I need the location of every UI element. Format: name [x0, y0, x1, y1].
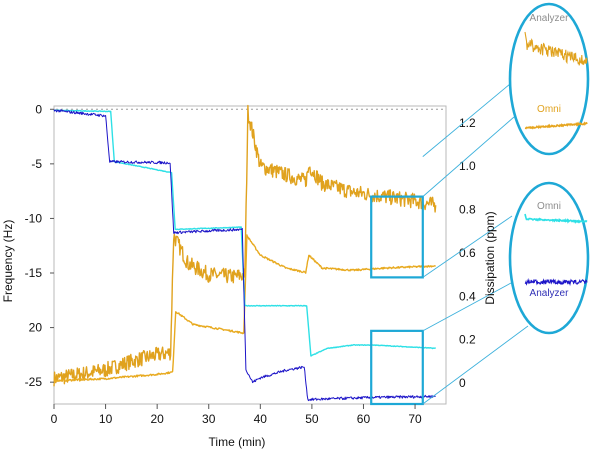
inset-label: Analyzer: [530, 288, 570, 299]
connector-layer: [422, 83, 529, 405]
zoom-connector-line: [422, 325, 529, 405]
left-tick-label: 0: [35, 102, 42, 116]
left-tick-label: -5: [31, 157, 42, 171]
right-tick-label: 0.6: [459, 246, 476, 260]
right-tick-label: 0.8: [459, 203, 476, 217]
x-tick-label: 60: [357, 412, 371, 426]
left-tick-label: -15: [25, 266, 43, 280]
inset-label: Analyzer: [530, 13, 570, 24]
right-tick-label: 0: [459, 376, 466, 390]
zoom-inset-1: Analyzer Omni: [508, 2, 590, 156]
plot-frame: [53, 105, 447, 405]
inset-trace: [524, 31, 588, 66]
zoom-connector-line: [422, 215, 513, 278]
zoom-inset-2: Omni Analyzer: [508, 181, 590, 335]
highlight-layer: [370, 195, 424, 406]
inset-trace: [524, 213, 588, 224]
right-tick-label: 0.2: [459, 333, 476, 347]
right-tick-label: 1.0: [459, 159, 476, 173]
inset-label: Omni: [537, 104, 561, 115]
x-tick-label: 20: [150, 412, 164, 426]
x-tick-label: 40: [254, 412, 268, 426]
axes-layer: 0 10 20 30 40 50 60 70 0 -5 -10 -15 20 -25 1.2 1.0 0.8 0.…: [25, 102, 476, 426]
inset-layer: Analyzer Omni Omni Analyzer: [508, 2, 590, 335]
plot-border: [53, 105, 447, 405]
series-layer: [53, 104, 437, 402]
highlight-box-2: [370, 329, 424, 406]
right-tick-label: 1.2: [459, 116, 476, 130]
zoom-connector-line: [422, 83, 511, 157]
x-axis-title: Time (min): [209, 435, 266, 449]
inset-ellipse: [508, 2, 590, 156]
inset-label: Omni: [537, 201, 561, 212]
x-tick-label: 0: [51, 412, 58, 426]
inset-trace: [524, 277, 588, 287]
x-tick-label: 30: [202, 412, 216, 426]
left-tick-label: -25: [25, 375, 43, 389]
left-axis-title: Frequency (Hz): [1, 220, 15, 303]
left-tick-label: 20: [29, 321, 43, 335]
x-tick-label: 50: [305, 412, 319, 426]
zoom-connector-line: [422, 116, 515, 197]
left-tick-label: -10: [25, 211, 43, 225]
zoom-connector-line: [422, 282, 512, 332]
x-tick-label: 10: [99, 412, 113, 426]
highlight-box-1: [370, 195, 424, 279]
inset-trace: [524, 121, 588, 130]
x-tick-label: 70: [408, 412, 422, 426]
right-axis-title: Dissipation (ppm): [483, 211, 497, 304]
right-tick-label: 0.4: [459, 289, 476, 303]
